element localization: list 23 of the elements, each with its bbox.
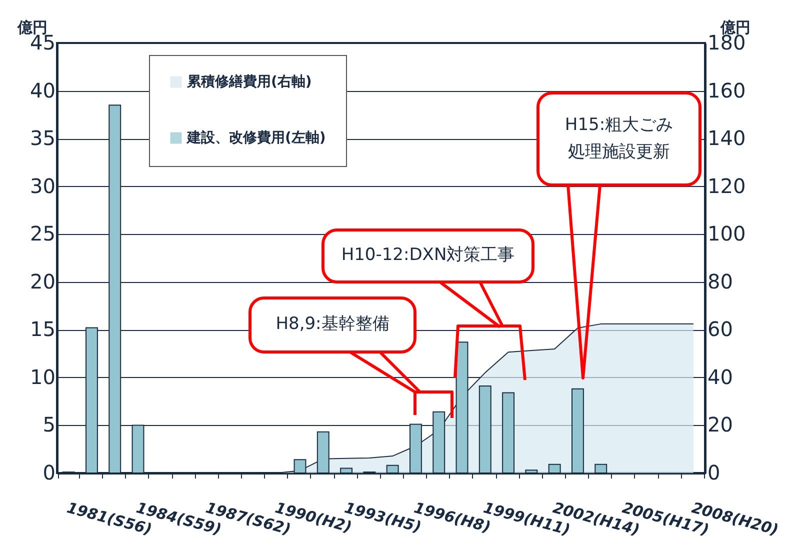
y-tick-label: 25 — [30, 222, 56, 246]
y-tick-label: 5 — [42, 412, 56, 437]
y-tick-label: 30 — [30, 174, 56, 198]
legend-label: 建設、改修費用(左軸) — [186, 130, 326, 146]
y-tick-label: 35 — [30, 126, 56, 150]
y2-tick-label: 160 — [708, 78, 746, 102]
y2-tick-label: 20 — [708, 412, 733, 437]
y2-tick-label: 0 — [708, 460, 720, 484]
y2-tick-label: 80 — [708, 269, 733, 294]
y-tick-label: 10 — [30, 364, 56, 389]
y-tick-label: 15 — [30, 317, 56, 342]
y-tick-label: 0 — [42, 460, 56, 484]
annotation: H8,9:基幹整備 — [276, 313, 390, 336]
y-tick-label: 20 — [30, 269, 56, 294]
y2-tick-label: 100 — [708, 222, 746, 246]
annotation: H10-12:DXN対策工事 — [341, 244, 515, 268]
legend-label: 累積修繕費用(右軸) — [186, 74, 312, 90]
y-tick-label: 40 — [30, 78, 56, 102]
y2-tick-label: 140 — [708, 126, 746, 150]
y2-tick-label: 40 — [708, 364, 733, 389]
y2-tick-label: 120 — [708, 174, 746, 198]
y2-tick-label: 60 — [708, 317, 733, 342]
annotation: H15:粗大ごみ処理施設更新 — [564, 114, 674, 164]
